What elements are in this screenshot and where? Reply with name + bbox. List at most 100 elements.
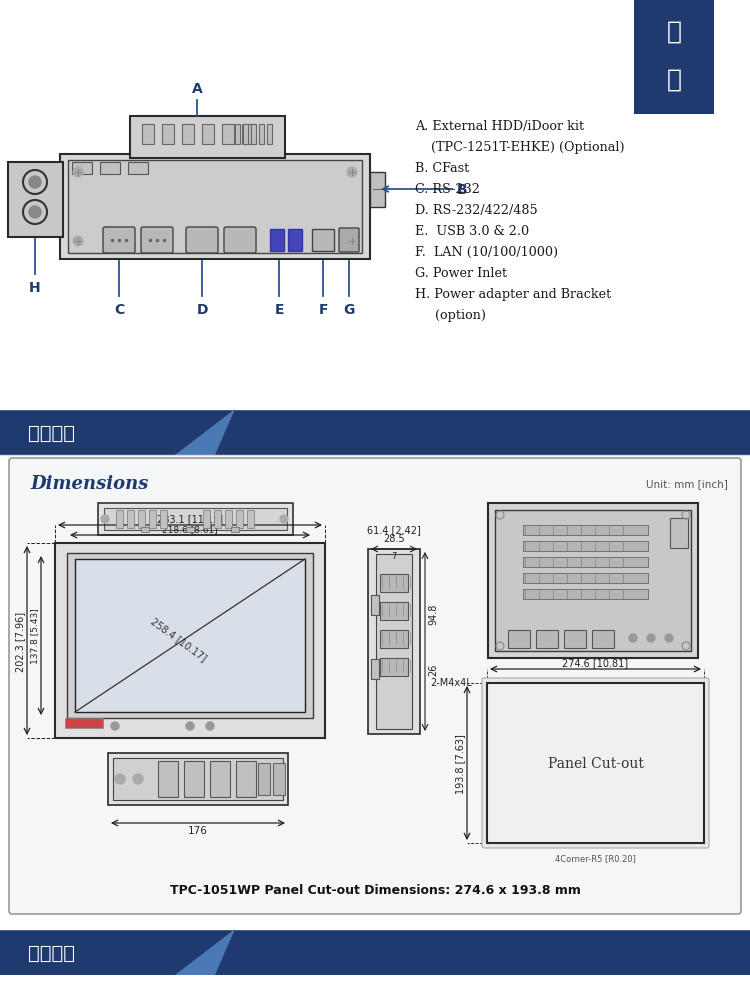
Bar <box>523 542 648 552</box>
Text: 产品配置: 产品配置 <box>28 942 75 961</box>
Bar <box>65 719 103 729</box>
FancyBboxPatch shape <box>9 458 741 914</box>
Text: 193.8 [7.63]: 193.8 [7.63] <box>455 734 465 793</box>
Circle shape <box>111 723 119 731</box>
Text: Panel Cut-out: Panel Cut-out <box>548 756 644 770</box>
Text: G. Power Inlet: G. Power Inlet <box>415 266 507 279</box>
Text: G: G <box>344 303 355 317</box>
Bar <box>210 761 230 797</box>
Bar <box>270 230 284 251</box>
Bar <box>312 230 334 251</box>
Text: H. Power adapter and Bracket: H. Power adapter and Bracket <box>415 287 611 301</box>
Text: (TPC-1251T-EHKE) (Optional): (TPC-1251T-EHKE) (Optional) <box>415 141 625 154</box>
Bar <box>8 163 63 238</box>
Bar <box>487 683 704 843</box>
Bar <box>116 511 123 529</box>
Bar <box>108 753 288 805</box>
Bar <box>508 630 530 648</box>
FancyBboxPatch shape <box>482 678 709 848</box>
Bar <box>523 574 648 583</box>
Text: 94.8: 94.8 <box>428 603 438 625</box>
Bar <box>182 125 194 145</box>
Bar <box>162 125 174 145</box>
Bar <box>536 630 558 648</box>
Bar <box>251 125 256 145</box>
Bar <box>235 125 240 145</box>
Bar <box>203 511 210 529</box>
Text: 61.4 [2.42]: 61.4 [2.42] <box>367 525 421 535</box>
Text: 202.3 [7.96]: 202.3 [7.96] <box>15 611 25 671</box>
Text: H: H <box>29 280 40 294</box>
Bar <box>523 526 648 536</box>
Circle shape <box>665 634 673 642</box>
Bar <box>127 511 134 529</box>
FancyBboxPatch shape <box>224 228 256 253</box>
Text: A. External HDD/iDoor kit: A. External HDD/iDoor kit <box>415 120 584 133</box>
Text: Unit: mm [inch]: Unit: mm [inch] <box>646 478 728 488</box>
Circle shape <box>206 723 214 731</box>
Bar <box>142 125 154 145</box>
FancyBboxPatch shape <box>186 228 218 253</box>
Text: (option): (option) <box>415 309 486 322</box>
Bar <box>67 554 313 719</box>
Bar <box>634 0 714 115</box>
Bar <box>60 155 370 259</box>
Bar <box>0 929 750 975</box>
Bar <box>371 660 379 680</box>
Bar <box>149 511 156 529</box>
Bar <box>141 528 149 533</box>
Text: 274.6 [10.81]: 274.6 [10.81] <box>562 657 628 667</box>
Text: 2-M4x4L: 2-M4x4L <box>430 678 472 688</box>
Circle shape <box>73 237 83 247</box>
Bar <box>592 630 614 648</box>
Text: B. CFast: B. CFast <box>415 162 470 175</box>
Text: F.  LAN (10/100/1000): F. LAN (10/100/1000) <box>415 246 558 258</box>
Polygon shape <box>175 929 235 975</box>
Circle shape <box>647 634 655 642</box>
Text: 4Corner-R5 [R0.20]: 4Corner-R5 [R0.20] <box>555 853 636 862</box>
Circle shape <box>29 207 41 219</box>
Bar <box>72 163 92 175</box>
Text: 7: 7 <box>392 552 397 561</box>
Bar <box>231 528 239 533</box>
Bar <box>523 558 648 568</box>
FancyBboxPatch shape <box>339 229 359 252</box>
Circle shape <box>133 774 143 784</box>
Text: A: A <box>192 82 202 95</box>
Bar <box>186 528 194 533</box>
Bar <box>523 589 648 599</box>
Circle shape <box>115 774 125 784</box>
Text: 176: 176 <box>188 825 208 835</box>
Bar <box>160 511 167 529</box>
Bar <box>0 410 750 455</box>
Circle shape <box>101 516 109 524</box>
Bar <box>288 230 302 251</box>
Circle shape <box>629 634 637 642</box>
Bar <box>242 125 254 145</box>
Bar <box>380 602 408 620</box>
Bar <box>75 560 305 713</box>
Bar <box>138 511 145 529</box>
Bar <box>267 125 272 145</box>
Polygon shape <box>175 410 235 455</box>
Bar <box>488 504 698 658</box>
Text: E: E <box>274 303 284 317</box>
Bar <box>273 763 285 795</box>
Text: C. RS-232: C. RS-232 <box>415 183 480 196</box>
Bar <box>68 161 362 253</box>
Text: 137.8 [5.43]: 137.8 [5.43] <box>30 608 39 664</box>
Bar <box>247 511 254 529</box>
Bar <box>222 125 234 145</box>
Text: 背: 背 <box>667 20 682 44</box>
Text: Dimensions: Dimensions <box>30 474 148 492</box>
Bar <box>202 125 214 145</box>
Circle shape <box>186 723 194 731</box>
Bar <box>130 117 285 159</box>
Text: B: B <box>457 183 468 197</box>
Bar <box>184 761 204 797</box>
Text: 218.6 [8.61]: 218.6 [8.61] <box>162 525 218 534</box>
Text: 26: 26 <box>428 663 438 676</box>
Bar <box>368 550 420 735</box>
Text: 产品参数: 产品参数 <box>28 423 75 442</box>
Bar <box>371 594 379 615</box>
